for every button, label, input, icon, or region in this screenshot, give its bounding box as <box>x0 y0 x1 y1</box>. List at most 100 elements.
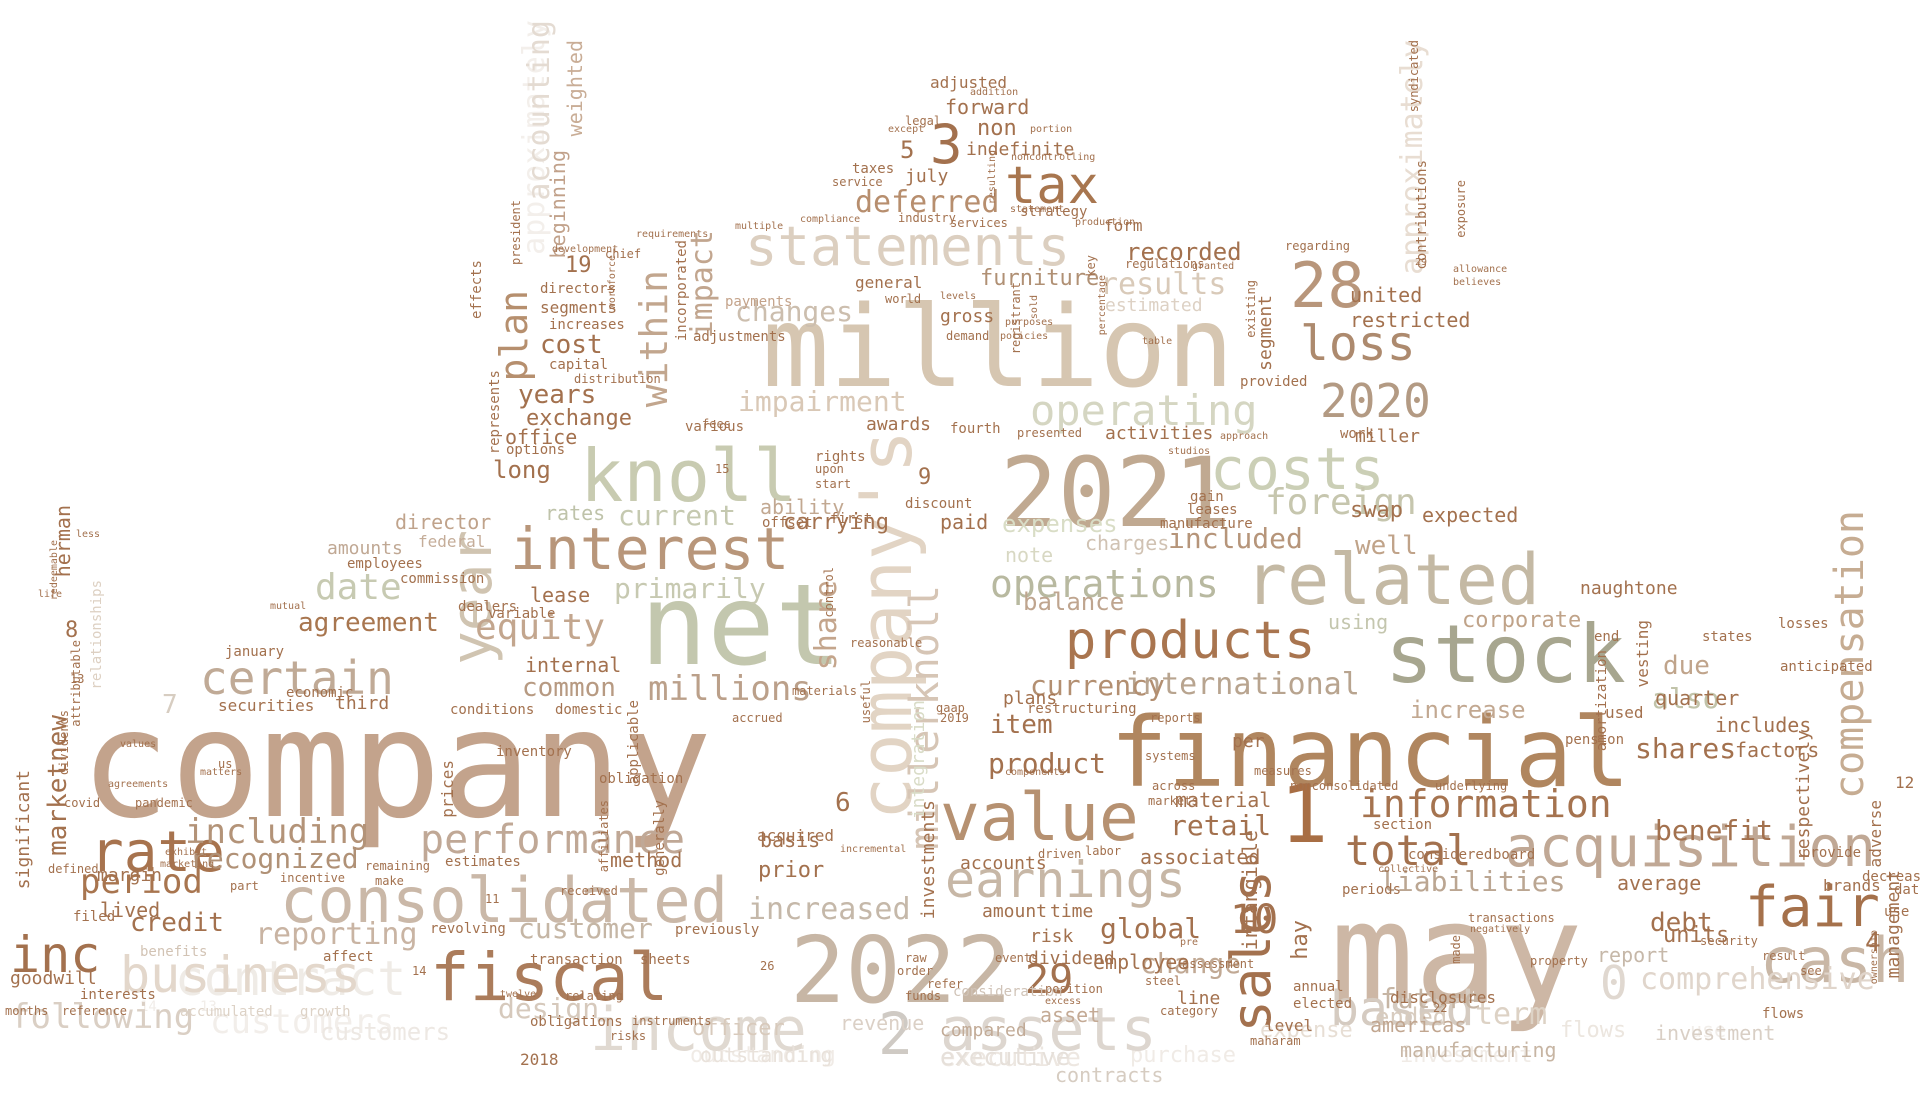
cloud-word: based <box>1330 981 1475 1037</box>
cloud-word: us <box>218 757 233 771</box>
cloud-word: pandemic <box>135 796 193 810</box>
cloud-word: development <box>552 244 619 255</box>
cloud-word: sheets <box>640 952 691 968</box>
cloud-word: annual <box>1293 979 1344 995</box>
cloud-word: million <box>762 283 1235 413</box>
cloud-word: 10 <box>1230 897 1279 943</box>
cloud-word: obligations <box>530 1014 623 1030</box>
cloud-word: 4 <box>1865 928 1881 958</box>
cloud-word: section <box>1373 817 1433 833</box>
cloud-word: performance <box>420 817 685 863</box>
cloud-word: investments <box>918 800 939 920</box>
cloud-word: board <box>1493 847 1536 863</box>
cloud-word: per <box>1232 731 1265 752</box>
cloud-word: company <box>80 678 713 852</box>
cloud-word: received <box>560 884 618 898</box>
cloud-word: 6 <box>835 788 851 818</box>
cloud-word: 22 <box>1433 1001 1448 1015</box>
cloud-word: segment <box>1255 295 1276 371</box>
cloud-word: revenue <box>840 1011 925 1035</box>
cloud-word: property <box>1530 954 1588 968</box>
cloud-word: adverse <box>1866 800 1885 868</box>
cloud-word: matters <box>200 767 243 778</box>
cloud-word: contracts <box>1055 1063 1164 1087</box>
cloud-word: directors <box>540 281 616 297</box>
cloud-word: interests <box>80 987 156 1003</box>
cloud-word: rights <box>815 449 866 465</box>
cloud-word: swap <box>1350 498 1403 523</box>
cloud-word: losses <box>1778 616 1829 632</box>
cloud-word: driven <box>1038 847 1082 861</box>
cloud-word: acquired <box>757 826 835 845</box>
cloud-word: end <box>1594 629 1620 645</box>
cloud-word: compensation <box>1827 510 1873 799</box>
cloud-word: outstanding <box>690 1043 836 1068</box>
cloud-word: negatively <box>1470 924 1531 935</box>
cloud-word: taxes <box>852 161 895 177</box>
cloud-word: less <box>76 529 101 540</box>
cloud-word: miller <box>1355 426 1421 447</box>
cloud-word: use <box>1884 904 1910 920</box>
cloud-word: liabilities <box>1380 865 1566 898</box>
cloud-word: 2 <box>878 1000 913 1068</box>
cloud-word: item <box>990 710 1053 740</box>
cloud-word: net <box>640 561 843 691</box>
cloud-word: vesting <box>1633 620 1652 688</box>
cloud-word: reasonable <box>850 636 923 650</box>
cloud-word: months <box>5 1004 49 1018</box>
cloud-word: covid <box>64 796 101 810</box>
cloud-word: 2020 <box>1320 374 1431 428</box>
cloud-word: nonconsolidated <box>1290 779 1399 793</box>
cloud-word: customers <box>210 1002 395 1042</box>
cloud-word: statement <box>1010 204 1065 215</box>
cloud-word: financial <box>1110 697 1631 809</box>
cloud-word: compliance <box>800 214 861 225</box>
cloud-word: regarding <box>1285 239 1351 253</box>
cloud-word: compared <box>940 1020 1027 1041</box>
cloud-word: mutual <box>270 601 307 612</box>
cloud-word: includes <box>1715 713 1812 737</box>
cloud-word: decrease <box>1862 869 1920 885</box>
cloud-word: total <box>1345 826 1472 875</box>
cloud-word: changes <box>735 295 854 328</box>
cloud-word: make <box>375 874 404 888</box>
cloud-word: margin <box>97 865 163 886</box>
cloud-word: expected <box>1422 503 1519 527</box>
cloud-word: 3 <box>930 113 963 176</box>
cloud-word: part <box>230 879 259 893</box>
cloud-word: agreement <box>298 608 439 638</box>
cloud-word: average <box>1617 871 1702 895</box>
cloud-word: value <box>940 779 1139 856</box>
cloud-word: credit <box>130 908 224 938</box>
cloud-word: order <box>897 964 934 978</box>
cloud-word: adjusted <box>930 73 1008 92</box>
cloud-word: 14 <box>412 964 427 978</box>
cloud-word: due <box>1663 651 1710 681</box>
cloud-word: goodwill <box>10 968 97 989</box>
cloud-word: earnings <box>945 851 1186 909</box>
cloud-word: flows <box>1560 1018 1627 1043</box>
cloud-word: 9 <box>918 465 932 490</box>
cloud-word: units <box>1663 923 1730 948</box>
cloud-word: results <box>1100 267 1227 302</box>
cloud-word: furniture <box>980 266 1100 291</box>
cloud-word: cost <box>540 330 603 360</box>
cloud-word: collective <box>1378 864 1439 875</box>
cloud-word: redeemable <box>49 540 60 601</box>
cloud-word: useful <box>859 680 873 724</box>
cloud-word: fiscal <box>430 939 669 1016</box>
cloud-word: category <box>1160 1004 1218 1018</box>
cloud-word: included <box>1168 522 1303 555</box>
cloud-word: considered <box>1408 847 1493 863</box>
cloud-word: resulting <box>987 150 998 205</box>
cloud-word: addition <box>970 87 1019 98</box>
cloud-word: amortization <box>1594 650 1610 752</box>
cloud-word: materials <box>792 684 858 698</box>
cloud-word: obligation <box>599 771 684 787</box>
cloud-word: multiple <box>735 221 784 232</box>
cloud-word: report <box>1597 943 1670 967</box>
cloud-word: 14 <box>140 999 157 1015</box>
cloud-word: revolving <box>430 921 506 937</box>
cloud-word: asset <box>1040 1003 1101 1027</box>
cloud-word: accrued <box>732 711 783 725</box>
